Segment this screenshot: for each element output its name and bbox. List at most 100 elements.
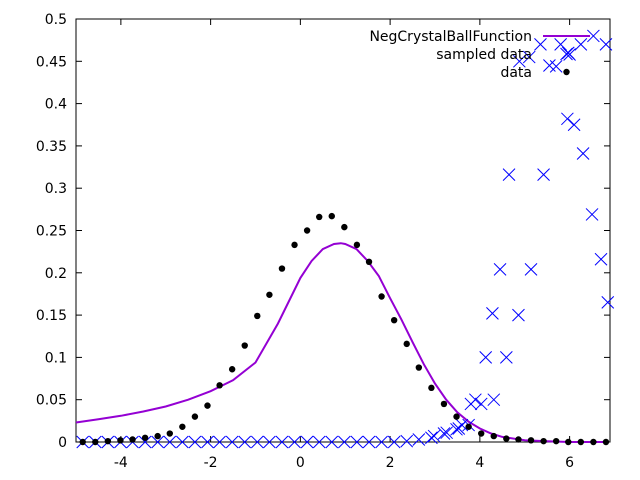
data-point bbox=[341, 223, 348, 231]
data-point bbox=[166, 430, 173, 437]
sampled-point bbox=[250, 435, 264, 449]
sampled-point bbox=[576, 147, 590, 160]
sampled-point bbox=[213, 435, 226, 449]
y-tick-label: 0.4 bbox=[45, 97, 67, 113]
legend-label: data bbox=[500, 65, 532, 81]
x-tick-label: 0 bbox=[296, 455, 305, 471]
data-point bbox=[353, 241, 361, 249]
data-point bbox=[590, 438, 597, 446]
data-point bbox=[577, 438, 585, 446]
sampled-point bbox=[474, 397, 488, 411]
data-marks bbox=[75, 29, 615, 449]
sampled-point bbox=[350, 435, 364, 449]
sampled-point bbox=[427, 429, 441, 443]
data-point bbox=[415, 364, 423, 371]
sampled-point bbox=[275, 435, 289, 449]
data-point bbox=[129, 436, 136, 443]
data-point bbox=[104, 437, 112, 445]
sampled-point bbox=[362, 435, 376, 449]
sampled-point bbox=[567, 118, 581, 132]
sampled-point bbox=[201, 435, 214, 449]
sampled-point bbox=[151, 435, 165, 449]
sampled-point bbox=[450, 422, 463, 436]
y-tick-label: 0.25 bbox=[36, 224, 67, 240]
data-point bbox=[403, 340, 410, 348]
sampled-point bbox=[561, 112, 574, 126]
sampled-point bbox=[563, 48, 576, 61]
data-point bbox=[565, 438, 572, 446]
data-point bbox=[191, 413, 199, 420]
sampled-point bbox=[601, 296, 615, 309]
data-point bbox=[428, 384, 435, 392]
data-point bbox=[216, 382, 223, 389]
sampled-point bbox=[437, 427, 451, 440]
y-tick-label: 0.2 bbox=[45, 266, 67, 282]
x-tick-label: 6 bbox=[565, 455, 574, 471]
sampled-point bbox=[543, 59, 556, 72]
sampled-point bbox=[300, 435, 314, 449]
y-tick-label: 0.35 bbox=[36, 139, 67, 155]
sampled-point bbox=[479, 351, 493, 364]
x-tick-label: -4 bbox=[114, 455, 128, 471]
sampled-point bbox=[175, 435, 189, 449]
data-point bbox=[92, 438, 99, 446]
axes: 0 0.05 0.1 0.15 0.2 0.25 0.3 0.35 0.4 0.45 0.5 -4 -2… bbox=[36, 12, 610, 471]
data-point bbox=[328, 212, 335, 220]
sampled-point bbox=[524, 263, 538, 276]
data-point bbox=[440, 400, 448, 408]
data-point bbox=[141, 434, 149, 441]
data-point bbox=[303, 227, 311, 234]
sampled-point bbox=[455, 418, 469, 432]
sampled-point bbox=[375, 435, 388, 449]
data-point bbox=[602, 438, 610, 446]
data-point bbox=[278, 265, 286, 272]
x-tick-label: 4 bbox=[475, 455, 484, 471]
legend-cross-swatch bbox=[560, 47, 573, 61]
y-tick-label: 0.5 bbox=[45, 12, 67, 28]
data-point bbox=[204, 402, 211, 409]
sampled-point bbox=[325, 435, 339, 449]
data-point bbox=[79, 438, 86, 446]
sampled-point bbox=[599, 38, 613, 51]
sampled-point bbox=[486, 307, 499, 320]
data-point bbox=[527, 437, 535, 444]
sampled-point bbox=[288, 435, 301, 449]
sampled-point bbox=[387, 435, 401, 449]
y-tick-label: 0 bbox=[58, 435, 67, 451]
legend-label: sampled data bbox=[436, 47, 532, 63]
sampled-point bbox=[412, 433, 426, 446]
sampled-point bbox=[502, 168, 516, 182]
data-point bbox=[465, 423, 472, 430]
sampled-point bbox=[574, 38, 588, 51]
sampled-point bbox=[138, 435, 152, 449]
sampled-point bbox=[238, 435, 252, 449]
data-point bbox=[241, 342, 248, 349]
sampled-point bbox=[312, 435, 326, 449]
sampled-point bbox=[549, 60, 563, 73]
sampled-point bbox=[513, 54, 526, 68]
y-tick-label: 0.05 bbox=[36, 393, 67, 409]
plot-border bbox=[75, 18, 611, 443]
legend-label: NegCrystalBallFunction bbox=[369, 29, 532, 45]
sampled-point bbox=[587, 29, 600, 43]
sampled-point bbox=[263, 435, 276, 449]
y-tick-label: 0.1 bbox=[45, 350, 67, 366]
data-point bbox=[266, 291, 273, 298]
sampled-point bbox=[400, 434, 414, 448]
sampled-point bbox=[522, 50, 536, 64]
sampled-point bbox=[493, 263, 507, 276]
data-point bbox=[254, 312, 261, 320]
data-point bbox=[390, 316, 398, 324]
data-point bbox=[478, 430, 485, 437]
x-tick-label: 2 bbox=[386, 455, 395, 471]
y-tick-label: 0.45 bbox=[36, 54, 67, 70]
data-point bbox=[316, 213, 323, 221]
y-tick-label: 0.15 bbox=[36, 308, 67, 324]
data-point bbox=[490, 432, 497, 440]
sampled-point bbox=[469, 393, 482, 407]
sampled-point bbox=[188, 435, 202, 449]
sampled-point bbox=[425, 431, 438, 445]
data-point bbox=[228, 366, 236, 373]
sampled-point bbox=[594, 252, 608, 266]
